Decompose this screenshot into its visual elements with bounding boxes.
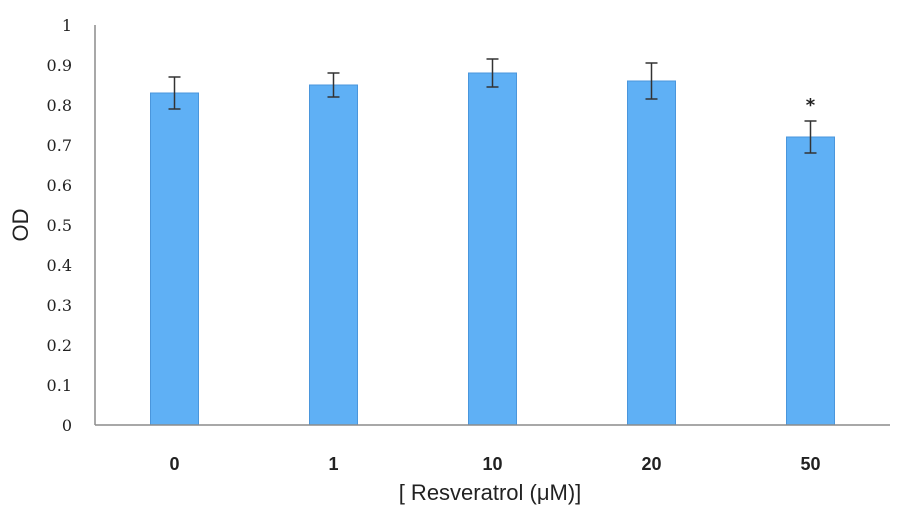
y-tick-label: 0.2	[47, 336, 72, 355]
x-tick-label: 20	[641, 454, 661, 474]
annotations: *	[806, 95, 816, 116]
y-tick-label: 0.7	[47, 136, 72, 155]
error-bar	[486, 58, 499, 88]
error-bars	[168, 58, 817, 154]
bar	[627, 80, 676, 426]
y-tick-label: 0.5	[47, 216, 72, 235]
y-tick-label: 0.3	[47, 296, 72, 315]
error-bar	[327, 72, 340, 98]
x-tick-labels: 0 1 10 20 50	[169, 454, 820, 474]
bar	[309, 84, 358, 426]
bar	[150, 92, 199, 426]
y-tick-labels: 0 0.1 0.2 0.3 0.4 0.5 0.6 0.7 0.8 0.9 1	[47, 16, 72, 435]
bar	[786, 136, 835, 426]
y-tick-label: 1	[62, 16, 72, 35]
y-tick-label: 0.1	[47, 376, 72, 395]
x-tick-label: 0	[169, 454, 179, 474]
y-tick-label: 0.6	[47, 176, 72, 195]
y-tick-label: 0.8	[47, 96, 72, 115]
error-bar	[804, 120, 817, 154]
y-tick-label: 0.9	[47, 56, 72, 75]
significance-marker: *	[806, 95, 816, 116]
x-tick-label: 1	[328, 454, 338, 474]
error-bar	[168, 76, 181, 110]
y-tick-label: 0	[62, 416, 72, 435]
error-bar	[645, 62, 658, 100]
x-tick-label: 50	[800, 454, 820, 474]
x-axis-title: [ Resveratrol (μM)]	[399, 480, 582, 505]
x-tick-label: 10	[482, 454, 502, 474]
y-tick-label: 0.4	[47, 256, 72, 275]
bar	[468, 72, 517, 426]
bars	[150, 72, 835, 426]
y-axis-title: OD	[8, 209, 33, 242]
